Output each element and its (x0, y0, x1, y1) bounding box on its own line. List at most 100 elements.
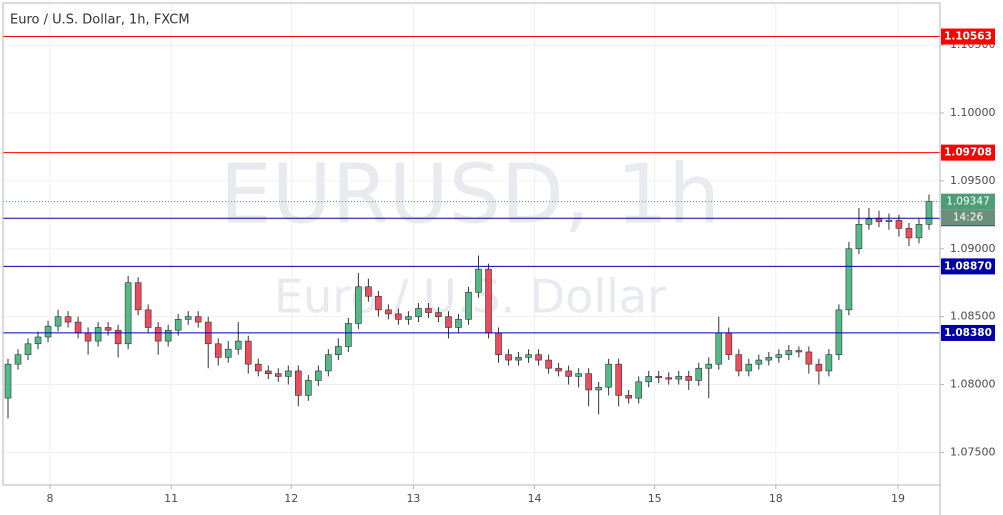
candle-body (625, 395, 632, 399)
candle-body (385, 309, 392, 315)
last-price-label: 1.09347 (946, 196, 989, 208)
candle-body (865, 218, 873, 225)
candle-body (595, 386, 602, 391)
candle-body (435, 312, 442, 317)
x-tick-label: 14 (528, 492, 542, 505)
candle-body (375, 295, 382, 311)
candle-body (805, 351, 813, 365)
candle-body (264, 370, 272, 374)
candle-body (715, 332, 723, 365)
level-label-box (941, 324, 995, 341)
candle-body (475, 268, 482, 293)
candle-body (755, 359, 763, 365)
candle-body (124, 282, 132, 345)
level-label-box (941, 28, 995, 45)
candle-body (745, 363, 753, 372)
candle-body (515, 357, 522, 361)
candle-body (905, 228, 913, 239)
candle-body (615, 363, 622, 396)
x-tick-label: 19 (891, 492, 905, 505)
candle-body (915, 224, 923, 239)
candle-body (415, 308, 422, 317)
candle-body (114, 329, 122, 345)
candle-body (635, 381, 642, 399)
candle-body (295, 370, 302, 396)
overlay: 8111213141518191.105631.097081.092251.08… (47, 28, 995, 505)
level-label-box (941, 144, 995, 161)
candle-body (825, 354, 833, 372)
level-label-box (941, 258, 995, 275)
candle-body (465, 291, 472, 320)
x-tick-label: 11 (164, 492, 178, 505)
candle-body (4, 363, 12, 399)
candle-body (565, 370, 572, 377)
candle-body (525, 354, 532, 358)
level-label: 1.08870 (944, 260, 992, 272)
last-price-box (941, 193, 995, 210)
y-tick-label: 1.07500 (950, 445, 996, 458)
chart-title: Euro / U.S. Dollar, 1h, FXCM (10, 13, 190, 28)
candle-body (335, 346, 342, 355)
candle-body (194, 316, 202, 323)
candle-body (184, 316, 192, 320)
candle-body (775, 354, 783, 358)
candle-body (575, 373, 582, 377)
y-tick-label: 1.09000 (950, 242, 996, 255)
x-tick-label: 13 (406, 492, 420, 505)
candle-body (84, 332, 92, 342)
candle-body (355, 286, 362, 324)
candle-body (505, 354, 512, 361)
candle-body (735, 354, 743, 372)
candle-body (495, 332, 502, 355)
candle-body (685, 376, 693, 381)
candle-body (705, 363, 713, 369)
y-tick-label: 1.08000 (950, 378, 996, 391)
candle-body (895, 219, 903, 229)
candle-body (455, 319, 462, 328)
candle-body (535, 354, 542, 361)
x-tick-label: 8 (47, 492, 54, 505)
candle-body (665, 377, 673, 380)
candle-body (485, 268, 492, 334)
candle-body (365, 286, 372, 297)
y-tick-label: 1.09500 (950, 174, 996, 187)
candle-body (785, 350, 793, 355)
candle-body (395, 313, 402, 320)
candle-body (224, 348, 232, 358)
candle-body (795, 350, 803, 353)
candle-body (765, 357, 773, 361)
x-tick-label: 12 (284, 492, 298, 505)
y-tick-label: 1.08500 (950, 310, 996, 323)
candle-body (875, 218, 883, 222)
y-tick-label: 1.10000 (950, 106, 996, 119)
candle-body (154, 327, 162, 342)
candle-body (925, 200, 933, 225)
candle-body (695, 367, 703, 381)
countdown-label: 14:26 (953, 212, 984, 224)
candle-body (24, 343, 32, 355)
candle-body (545, 359, 552, 369)
candle-body (54, 316, 62, 327)
level-label: 1.10563 (944, 31, 992, 43)
candle-body (675, 376, 683, 380)
countdown-box (941, 209, 995, 226)
candle-body (285, 370, 292, 377)
candle-body (34, 336, 42, 345)
candle-body (164, 329, 172, 342)
candle-body (655, 376, 663, 379)
candle-body (74, 321, 82, 334)
candle-body (835, 309, 843, 355)
candle-body (425, 308, 432, 313)
x-tick-label: 15 (648, 492, 662, 505)
candle-body (325, 354, 332, 372)
candle-body (44, 325, 52, 338)
candle-body (345, 323, 352, 347)
candle-body (815, 363, 823, 372)
candle-body (405, 316, 412, 320)
x-tick-label: 18 (769, 492, 783, 505)
candle-body (725, 332, 733, 355)
candle-body (94, 327, 102, 342)
candle-body (144, 309, 152, 328)
